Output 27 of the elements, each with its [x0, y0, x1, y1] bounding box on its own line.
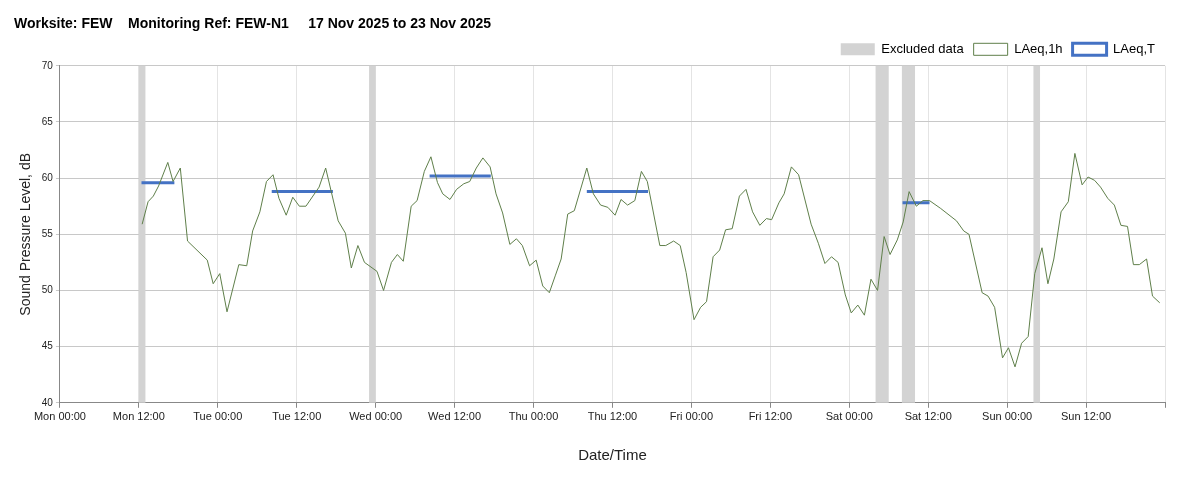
- y-axis-title: Sound Pressure Level, dB: [17, 152, 34, 316]
- y-tick-label: 50: [41, 284, 54, 296]
- x-axis-title: Date/Time: [578, 446, 647, 464]
- x-tick-label: Fri 00:00: [669, 410, 714, 423]
- y-tick-label: 65: [41, 115, 54, 127]
- legend-label: LAeq,1h: [1014, 40, 1063, 56]
- x-tick-label: Wed 12:00: [428, 410, 482, 423]
- y-tick-label: 40: [41, 396, 54, 408]
- legend-label: LAeq,T: [1113, 40, 1156, 56]
- x-tick-label: Thu 12:00: [587, 410, 638, 423]
- x-tick-label: Sat 00:00: [825, 410, 873, 423]
- y-tick-label: 45: [41, 340, 54, 352]
- y-tick-label: 60: [41, 171, 54, 183]
- y-tick-label: 55: [41, 228, 54, 240]
- x-tick-label: Sun 12:00: [1060, 410, 1112, 423]
- chart-title: Worksite: FEW Monitoring Ref: FEW-N1 17 Nov 2025 to 23 Nov 2025: [14, 15, 492, 32]
- y-tick-label: 70: [41, 59, 54, 71]
- x-tick-label: Tue 12:00: [272, 410, 322, 423]
- x-tick-label: Thu 00:00: [508, 410, 559, 423]
- x-tick-label: Wed 00:00: [349, 410, 403, 423]
- x-tick-label: Sun 00:00: [982, 410, 1033, 423]
- legend-label: Excluded data: [881, 40, 965, 56]
- x-tick-label: Mon 12:00: [112, 410, 165, 423]
- x-tick-label: Sat 12:00: [904, 410, 952, 423]
- x-tick-label: Mon 00:00: [33, 410, 86, 423]
- x-tick-label: Fri 12:00: [748, 410, 793, 423]
- x-tick-label: Tue 00:00: [193, 410, 243, 423]
